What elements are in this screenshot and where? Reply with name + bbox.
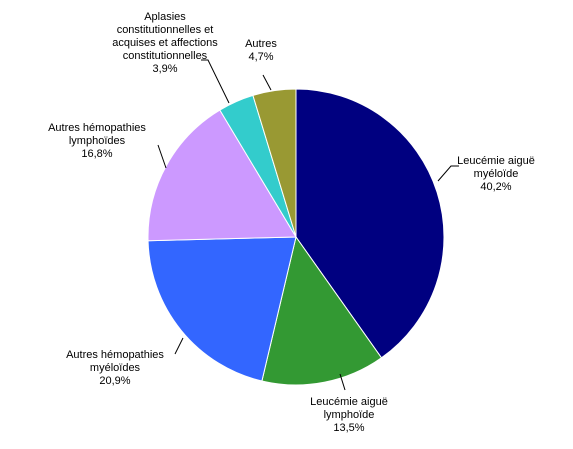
leader-line-1 [339,373,346,391]
slice-value-2: 20,9% [99,375,130,387]
pie-slice-1 [261,235,383,386]
slice-labels: Leucémie aiguë myéloïde 40,2%Leucémie aigu… [48,11,535,434]
pie-slice-0 [295,88,445,359]
slice-value-4: 3,9% [152,63,177,75]
slice-label-line-4-1: constitutionnelles et [117,24,214,36]
pie-slice-5 [252,88,297,238]
leader-line-2 [174,337,184,355]
slice-label-line-0-0: Leucémie aiguë [457,155,535,167]
slice-label-1: Leucémie aiguë lymphoïde 13,5% [310,396,388,434]
slice-label-line-1-0: Leucémie aiguë [310,396,388,408]
slice-label-line-0-1: myéloïde [474,168,519,180]
slice-value-0: 40,2% [480,181,511,193]
slice-label-line-2-0: Autres hémopathies [66,349,164,361]
slice-label-line-4-3: constitutionnelles [123,50,208,62]
slice-label-3: Autres hémopathies lymphoïdes 16,8% [48,122,146,160]
slice-label-4: Aplasies constitutionnelles et acquises et… [112,11,218,75]
slice-value-3: 16,8% [81,148,112,160]
slice-label-0: Leucémie aiguë myéloïde 40,2% [457,155,535,193]
label-leader-lines [157,59,459,391]
slice-label-line-3-0: Autres hémopathies [48,122,146,134]
leader-line-5 [262,74,272,91]
slice-label-line-3-1: lymphoïdes [69,135,126,147]
pie-slice-3 [147,109,297,242]
slice-label-line-4-0: Aplasies [144,11,186,23]
slice-label-line-1-1: lymphoïde [324,409,375,421]
slice-label-line-4-2: acquises et affections [112,37,218,49]
slice-label-line-2-1: myéloïdes [90,362,141,374]
pie-slices [147,88,445,386]
pie-slice-2 [147,236,297,382]
leader-line-0 [437,165,459,182]
slice-value-1: 13,5% [333,422,364,434]
leader-line-4 [201,59,230,104]
slice-label-2: Autres hémopathies myéloïdes 20,9% [66,349,164,387]
slice-label-line-5-0: Autres [245,38,277,50]
slice-value-5: 4,7% [248,51,273,63]
slice-label-5: Autres 4,7% [245,38,277,63]
leader-line-3 [157,144,167,169]
